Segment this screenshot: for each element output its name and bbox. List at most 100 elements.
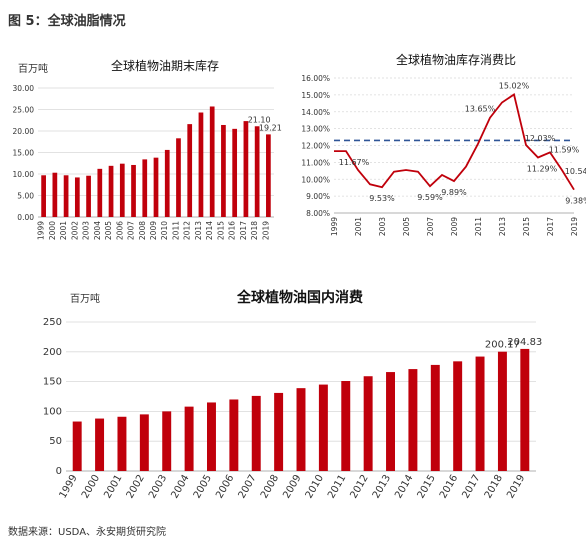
x-tick-label: 2009	[281, 473, 303, 501]
x-tick-label: 2017	[239, 221, 248, 240]
data-label: 12.03%	[525, 134, 556, 143]
x-tick-label: 2006	[115, 221, 124, 240]
y-tick-label: 15.00%	[301, 91, 330, 100]
x-tick-label: 2019	[570, 217, 579, 236]
bar	[119, 163, 125, 217]
y-tick-label: 0.00	[17, 213, 34, 222]
bar	[453, 361, 463, 471]
y-tick-label: 10.00%	[301, 175, 330, 184]
data-label: 204.83	[507, 337, 542, 348]
bar	[164, 149, 170, 217]
data-label: 11.59%	[549, 145, 580, 154]
data-label: 9.59%	[417, 193, 443, 202]
x-tick-label: 2000	[80, 473, 102, 501]
x-tick-label: 2003	[82, 221, 91, 240]
chart-title: 全球植物油国内消费	[236, 289, 363, 306]
data-label: 21.10	[248, 115, 271, 124]
x-tick-label: 2013	[498, 217, 507, 236]
data-label: 11.29%	[527, 164, 558, 173]
x-tick-label: 2016	[438, 473, 460, 501]
bar	[207, 402, 216, 471]
x-tick-label: 2003	[378, 217, 387, 236]
y-tick-label: 0	[56, 466, 62, 477]
x-tick-label: 2016	[228, 221, 237, 240]
data-label: 13.65%	[465, 105, 496, 114]
x-tick-label: 2019	[505, 473, 527, 501]
y-tick-label: 8.00%	[306, 209, 330, 218]
x-tick-label: 2000	[48, 221, 57, 240]
bar	[408, 369, 418, 471]
x-tick-label: 2009	[149, 221, 158, 240]
x-tick-label: 2001	[59, 221, 68, 240]
y-tick-label: 9.00%	[306, 192, 330, 201]
data-label: 9.38%	[565, 197, 586, 206]
x-tick-label: 1999	[58, 473, 80, 501]
x-tick-label: 2005	[104, 221, 113, 240]
y-tick-label: 12.00%	[301, 142, 330, 151]
bar	[95, 418, 105, 471]
y-tick-label: 200	[43, 347, 62, 358]
x-tick-label: 2011	[171, 221, 180, 240]
x-tick-label: 2011	[326, 473, 348, 501]
x-tick-label: 2012	[348, 473, 370, 501]
bar	[162, 411, 172, 471]
x-tick-label: 2008	[138, 221, 147, 240]
x-tick-label: 2001	[102, 473, 124, 501]
x-tick-label: 2005	[192, 473, 214, 501]
unit-label: 百万吨	[70, 292, 100, 305]
x-tick-label: 2015	[216, 221, 225, 240]
x-tick-label: 2010	[304, 473, 326, 501]
x-tick-label: 2002	[125, 473, 147, 501]
x-tick-label: 2013	[371, 473, 393, 501]
bar	[176, 138, 181, 217]
bar	[430, 364, 440, 471]
bar	[266, 134, 271, 217]
bar	[153, 157, 159, 217]
series-line	[334, 93, 575, 191]
unit-label: 百万吨	[18, 62, 48, 75]
bar	[318, 384, 328, 471]
x-tick-label: 2007	[237, 473, 259, 501]
y-tick-label: 150	[43, 377, 62, 388]
chart-title: 全球植物油库存消费比	[396, 52, 516, 67]
x-tick-label: 2001	[354, 217, 363, 236]
x-tick-label: 2009	[450, 217, 459, 236]
x-tick-label: 2007	[426, 217, 435, 236]
x-tick-label: 2014	[393, 473, 415, 501]
y-tick-label: 100	[43, 406, 62, 417]
y-tick-label: 15.00	[13, 149, 35, 158]
bar	[209, 106, 215, 217]
bar	[296, 388, 306, 471]
bar	[142, 159, 148, 217]
x-tick-label: 2006	[214, 473, 236, 501]
bar	[274, 392, 284, 471]
bar	[41, 175, 46, 217]
data-label: 9.53%	[369, 194, 395, 203]
bar	[97, 168, 103, 217]
x-tick-label: 2002	[70, 221, 79, 240]
x-tick-label: 2007	[127, 221, 136, 240]
y-tick-label: 5.00	[17, 192, 34, 201]
bar	[232, 128, 238, 217]
data-label: 15.02%	[499, 82, 530, 91]
bar	[341, 381, 351, 471]
x-tick-label: 2011	[474, 217, 483, 236]
bar	[117, 416, 127, 471]
y-tick-label: 16.00%	[301, 74, 330, 83]
y-tick-label: 25.00	[13, 106, 35, 115]
data-label: 200.17	[485, 340, 520, 351]
bar	[198, 112, 204, 217]
bar	[72, 421, 82, 471]
bar	[243, 121, 249, 217]
x-tick-label: 2015	[522, 217, 531, 236]
y-tick-label: 10.00	[13, 170, 35, 179]
data-label: 10.54%	[565, 167, 586, 176]
x-tick-label: 2014	[205, 221, 214, 240]
y-tick-label: 20.00	[13, 127, 35, 136]
bar	[74, 177, 80, 217]
x-tick-label: 2004	[169, 473, 191, 501]
y-tick-label: 250	[43, 317, 62, 328]
